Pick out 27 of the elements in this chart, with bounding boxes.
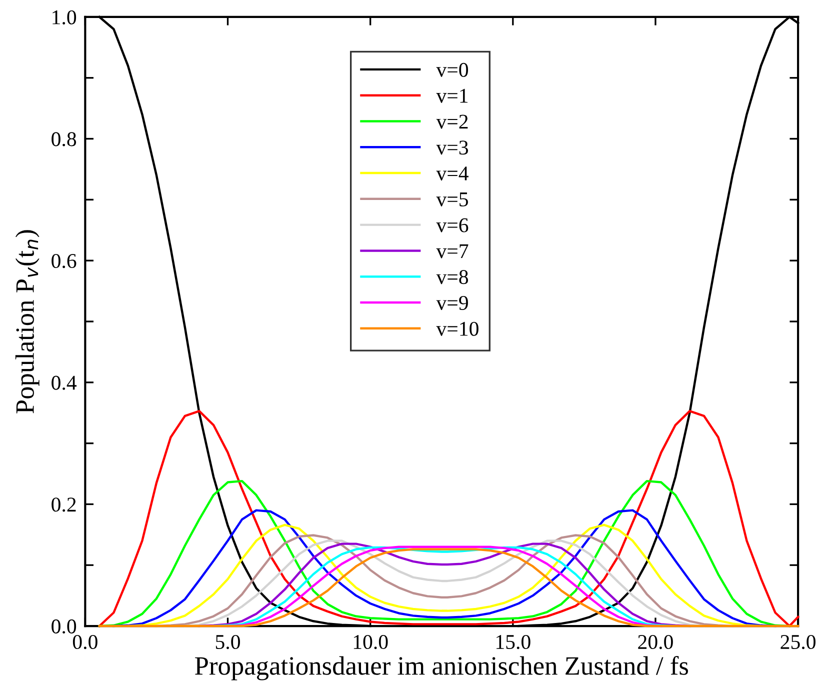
y-tick-label: 0.6: [52, 254, 76, 268]
legend-label: v=7: [436, 244, 468, 258]
y-axis-title: Population P$_{v}$(t$_{n}$): [15, 230, 40, 414]
x-tick-label: 15.0: [496, 634, 530, 650]
x-tick-label: 0.0: [72, 634, 98, 650]
legend-label: v=0: [436, 62, 468, 77]
x-tick-label: 10.0: [354, 634, 388, 650]
y-tick-label: 0.2: [52, 498, 76, 512]
legend-label: v=3: [436, 140, 468, 155]
x-axis-title: Propagationsdauer im anionischen Zustand / fs: [195, 656, 688, 680]
legend-label: v=1: [436, 88, 468, 103]
line-series: [98, 548, 800, 628]
legend-label: v=6: [436, 218, 468, 232]
legend-label: v=2: [436, 114, 468, 129]
legend-label: v=4: [436, 166, 468, 181]
y-tick-label: 1.0: [52, 10, 76, 24]
x-tick-label: 20.0: [638, 634, 673, 650]
legend-label: v=8: [436, 270, 468, 284]
legend-label: v=9: [436, 296, 468, 310]
legend-label: v=10: [436, 322, 478, 336]
y-tick-label: 0.0: [52, 619, 76, 634]
line-series: [98, 410, 800, 628]
x-tick-label: 5.0: [216, 634, 240, 650]
y-tick-label: 0.8: [52, 132, 76, 146]
y-tick-label: 0.4: [52, 376, 77, 390]
legend-label: v=5: [436, 192, 468, 206]
x-tick-label: 25.0: [780, 634, 816, 650]
